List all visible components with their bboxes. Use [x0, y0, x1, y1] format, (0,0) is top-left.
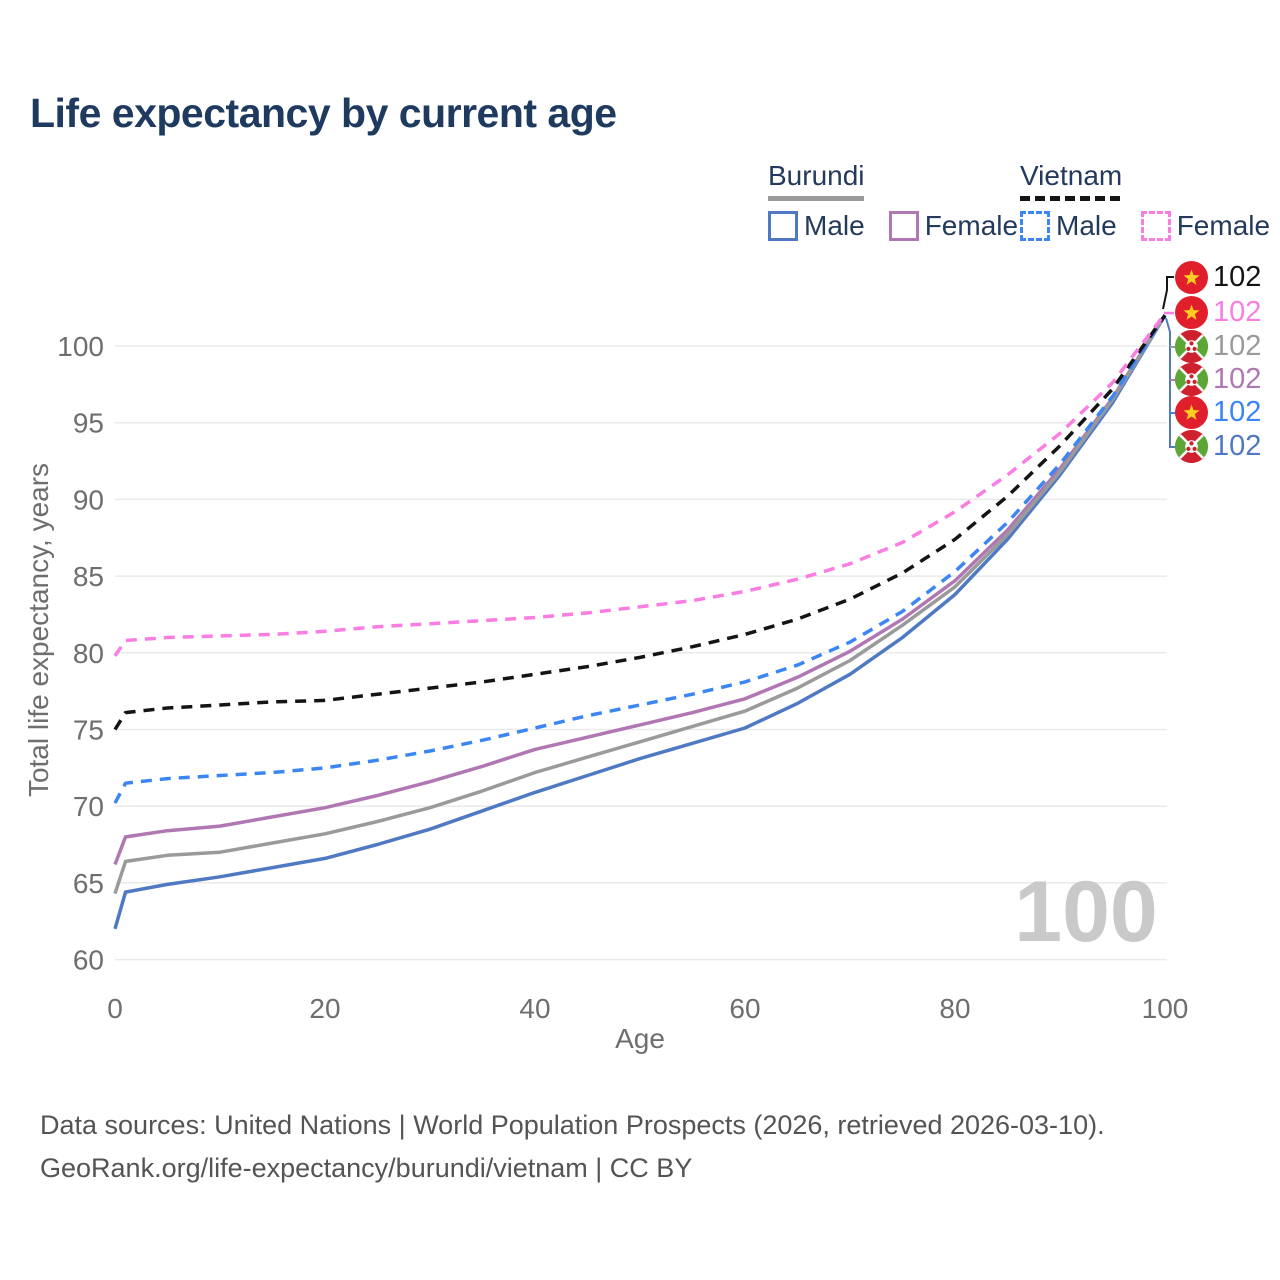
svg-text:40: 40 — [519, 993, 550, 1024]
svg-text:80: 80 — [73, 638, 104, 669]
svg-text:100: 100 — [1142, 993, 1189, 1024]
legend-item-vietnam-male[interactable]: Male — [1020, 210, 1117, 242]
legend-country-vietnam[interactable]: Vietnam — [1020, 160, 1123, 191]
svg-text:60: 60 — [73, 945, 104, 976]
end-value: 102 — [1213, 330, 1262, 362]
vietnam-male-swatch — [1020, 211, 1050, 241]
vietnam-flag-icon — [1175, 296, 1208, 329]
svg-text:75: 75 — [73, 715, 104, 746]
burundi-flag-icon — [1175, 363, 1208, 396]
attribution-line: GeoRank.org/life-expectancy/burundi/viet… — [40, 1153, 693, 1183]
vietnam-flag-icon — [1175, 396, 1208, 429]
end-value: 102 — [1213, 363, 1262, 395]
data-source-note: Data sources: United Nations | World Pop… — [40, 1104, 1105, 1190]
legend-item-burundi-female[interactable]: Female — [888, 210, 1019, 242]
legend-country-burundi[interactable]: Burundi — [768, 160, 865, 191]
vietnam-line-style-sample — [1020, 196, 1120, 201]
vietnam-flag-icon — [1175, 261, 1208, 294]
svg-text:100: 100 — [1014, 864, 1158, 960]
svg-text:Age: Age — [615, 1023, 665, 1054]
burundi-flag-icon — [1175, 330, 1208, 363]
burundi-female-swatch — [888, 211, 919, 241]
svg-text:95: 95 — [73, 408, 104, 439]
page-title: Life expectancy by current age — [30, 90, 617, 136]
burundi-male-swatch — [768, 211, 798, 241]
end-label-burundi-total: 102 — [1175, 330, 1261, 363]
svg-text:Total life expectancy, years: Total life expectancy, years — [23, 463, 54, 797]
svg-text:70: 70 — [73, 791, 104, 822]
end-label-burundi-male: 102 — [1175, 430, 1261, 463]
vietnam-female-swatch — [1140, 211, 1171, 241]
legend-label: Male — [804, 210, 865, 241]
svg-text:65: 65 — [73, 868, 104, 899]
end-label-burundi-female: 102 — [1175, 363, 1261, 396]
burundi-line-style-sample — [768, 196, 864, 201]
data-source-line: Data sources: United Nations | World Pop… — [40, 1110, 1105, 1140]
end-value: 102 — [1213, 261, 1262, 293]
legend-label: Female — [924, 210, 1019, 241]
svg-text:90: 90 — [73, 484, 104, 515]
legend-group-vietnam: Vietnam Male Female — [1020, 160, 1270, 242]
legend-item-burundi-male[interactable]: Male — [768, 210, 865, 242]
end-label-vietnam-female: 102 — [1175, 296, 1261, 329]
end-label-vietnam-total: 102 — [1175, 261, 1261, 294]
svg-text:85: 85 — [73, 561, 104, 592]
end-label-vietnam-male: 102 — [1175, 396, 1261, 429]
legend-group-burundi: Burundi Male Female — [768, 160, 1018, 242]
legend-item-vietnam-female[interactable]: Female — [1140, 210, 1271, 242]
burundi-flag-icon — [1175, 430, 1208, 463]
legend-label: Male — [1056, 210, 1117, 241]
svg-text:80: 80 — [939, 993, 970, 1024]
svg-text:60: 60 — [729, 993, 760, 1024]
legend-label: Female — [1176, 210, 1271, 241]
svg-text:0: 0 — [107, 993, 123, 1024]
svg-text:20: 20 — [309, 993, 340, 1024]
svg-text:100: 100 — [57, 331, 104, 362]
end-value: 102 — [1213, 430, 1262, 462]
end-value: 102 — [1213, 396, 1262, 428]
end-value: 102 — [1213, 296, 1262, 328]
